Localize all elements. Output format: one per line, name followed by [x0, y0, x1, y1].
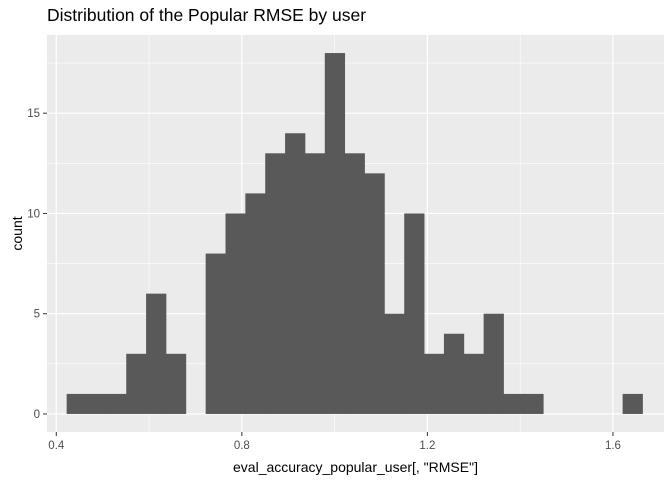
- histogram-bar: [344, 153, 365, 414]
- histogram-bar: [404, 213, 425, 414]
- y-tick-label: 15: [27, 108, 40, 120]
- axes: 0.4 0.8 1.2 1.6 0 5 10 15: [27, 108, 621, 452]
- histogram-bar: [285, 133, 306, 414]
- histogram-bar: [443, 333, 465, 414]
- histogram-bar: [503, 393, 524, 414]
- histogram-bar: [324, 53, 346, 414]
- x-axis-title: eval_accuracy_popular_user[, "RMSE"]: [233, 459, 478, 475]
- histogram-bar: [245, 193, 266, 414]
- x-tick-label: 1.2: [419, 440, 435, 452]
- histogram-bar: [165, 353, 187, 414]
- histogram-bar: [106, 393, 127, 414]
- histogram-bar: [205, 253, 226, 414]
- y-tick-label: 5: [34, 309, 40, 321]
- histogram-bar: [483, 313, 504, 414]
- histogram-bar: [364, 173, 385, 414]
- histogram-bar: [384, 313, 405, 414]
- histogram-bar: [225, 213, 246, 414]
- histogram-bar: [304, 153, 326, 414]
- x-tick-label: 1.6: [605, 440, 621, 452]
- histogram-bar: [86, 393, 107, 414]
- x-tick-label: 0.8: [234, 440, 250, 452]
- histogram-bar: [265, 153, 286, 414]
- x-tick-label: 0.4: [48, 440, 65, 452]
- histogram-bar: [146, 293, 167, 414]
- histogram-bar: [66, 393, 87, 414]
- histogram-bar: [622, 393, 643, 414]
- y-tick-label: 10: [27, 208, 40, 220]
- histogram-bars: [66, 53, 643, 414]
- y-tick-label: 0: [34, 409, 40, 421]
- histogram-bar: [523, 393, 544, 414]
- chart-title: Distribution of the Popular RMSE by user: [47, 5, 367, 25]
- y-axis-title: count: [9, 216, 25, 250]
- histogram-bar: [126, 353, 147, 414]
- histogram-bar: [463, 353, 485, 414]
- histogram-bar: [424, 353, 445, 414]
